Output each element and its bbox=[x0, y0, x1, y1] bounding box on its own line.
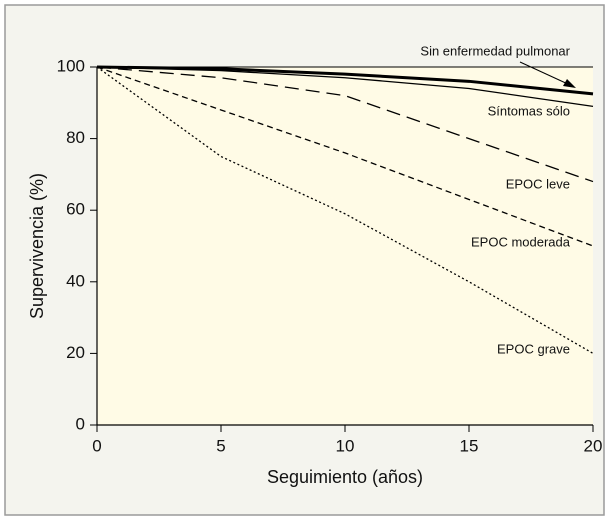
series-line bbox=[96, 65, 594, 96]
y-tick-label: 0 bbox=[76, 414, 85, 433]
x-tick-label: 5 bbox=[216, 436, 225, 455]
y-tick-label: 20 bbox=[66, 343, 85, 362]
series-label: EPOC leve bbox=[506, 176, 570, 191]
series-line bbox=[96, 66, 594, 247]
x-axis-label: Seguimiento (años) bbox=[267, 467, 423, 487]
x-tick-label: 10 bbox=[336, 436, 355, 455]
x-tick-label: 15 bbox=[460, 436, 479, 455]
arrow-head bbox=[563, 79, 576, 88]
series-label: Síntomas sólo bbox=[488, 103, 570, 118]
series-label: Sin enfermedad pulmonar bbox=[420, 43, 570, 58]
y-tick-label: 100 bbox=[57, 56, 85, 75]
y-tick-label: 80 bbox=[66, 128, 85, 147]
y-tick-label: 40 bbox=[66, 271, 85, 290]
x-tick-label: 20 bbox=[584, 436, 603, 455]
series-label: EPOC grave bbox=[497, 341, 570, 356]
x-tick-label: 0 bbox=[92, 436, 101, 455]
series-label: EPOC moderada bbox=[471, 234, 571, 249]
annotation-arrow bbox=[519, 61, 571, 86]
series-line bbox=[96, 66, 594, 354]
y-axis-label: Supervivencia (%) bbox=[27, 173, 47, 319]
plot-area bbox=[97, 67, 593, 425]
y-tick-label: 60 bbox=[66, 200, 85, 219]
series-line bbox=[96, 66, 594, 108]
series-line bbox=[96, 66, 594, 183]
